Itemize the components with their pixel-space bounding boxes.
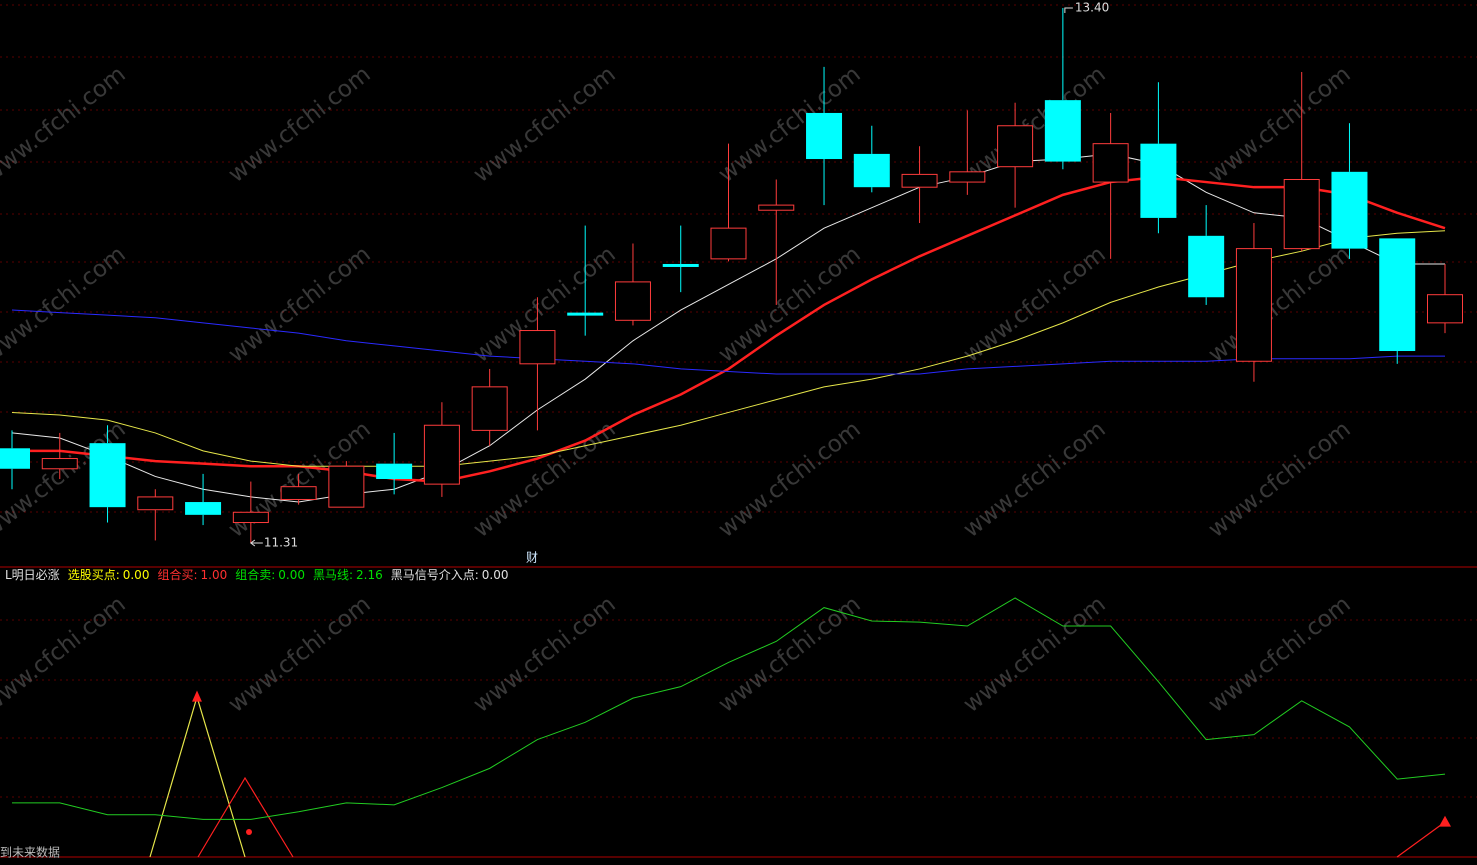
candle-body [137,496,174,511]
candle-body [1188,235,1225,298]
watermark: www.cfchi.com [469,61,621,188]
watermark: www.cfchi.com [714,241,866,368]
readout-value: 1.00 [200,568,228,582]
watermark: www.cfchi.com [1204,61,1356,188]
indicator-line [12,597,1446,820]
candle-body [1283,179,1320,250]
annotation-arrow [1064,7,1073,13]
watermark: www.cfchi.com [714,61,866,188]
candle-body [614,281,651,321]
marker: 财 [526,551,538,565]
candle-body [997,125,1034,168]
watermark: www.cfchi.com [469,591,621,718]
readout-value: 0.00 [122,568,150,582]
annotation: 13.40 [1075,1,1109,15]
watermark: www.cfchi.com [714,591,866,718]
watermark: www.cfchi.com [959,591,1111,718]
candle-body [567,312,604,316]
readout-value: 2.16 [356,568,383,582]
candle-body [376,463,413,480]
candle-body [89,443,126,508]
watermark: www.cfchi.com [959,416,1111,543]
candle-body [328,465,365,508]
candle-body [662,263,699,267]
candle-body [853,153,890,188]
watermark: www.cfchi.com [959,61,1111,188]
candle-body [519,330,556,365]
indicator-readout: L明日必涨 选股买点: 0.00 组合买: 1.00 组合卖: 0.00 黑马线: 2.16 黑马… [5,566,509,583]
watermark: www.cfchi.com [1204,591,1356,718]
readout-value: 0.00 [481,568,509,582]
ma-line [12,175,1446,483]
readout-name: 组合买: [157,568,198,582]
watermark: www.cfchi.com [224,61,376,188]
footer-note: 到未来数据 [0,845,60,860]
candle-body [901,173,938,188]
watermark: www.cfchi.com [224,241,376,368]
readout-name: 选股买点: [67,568,120,582]
candle-body [280,486,317,500]
candle-body [949,171,986,183]
candle-body [1379,238,1416,352]
candle-body [710,227,747,260]
watermark: www.cfchi.com [0,591,131,718]
watermark: www.cfchi.com [0,241,131,368]
candle-body [1427,294,1463,324]
candle-body [41,458,78,470]
readout-name: 黑马信号介入点: [390,568,479,582]
readout-value: 0.00 [278,568,305,582]
watermark: www.cfchi.com [469,416,621,543]
candle-body [758,204,795,211]
signals [149,690,1452,858]
candle-body [185,502,222,515]
candle-body [0,448,30,469]
watermark: www.cfchi.com [0,61,131,188]
readout-name: 黑马线: [312,568,354,582]
indicator-title: L明日必涨 [5,568,60,582]
candle-body [1092,143,1129,183]
watermark: www.cfchi.com [1204,416,1356,543]
ma-line [11,309,1445,375]
candle-body [1235,248,1272,362]
watermark: www.cfchi.com [224,591,376,718]
candle-body [471,386,508,431]
watermark: www.cfchi.com [1204,241,1356,368]
annotation: 11.31 [264,536,298,550]
watermark: www.cfchi.com [959,241,1111,368]
watermark: www.cfchi.com [714,416,866,543]
readout-name: 组合卖: [235,568,276,582]
candle-body [423,424,460,485]
candle-body [1044,100,1081,162]
annotation-arrow [249,539,256,547]
candle-body [806,112,843,160]
candle-body [232,511,269,524]
candle-body [1331,171,1368,249]
candle-body [1140,143,1177,218]
